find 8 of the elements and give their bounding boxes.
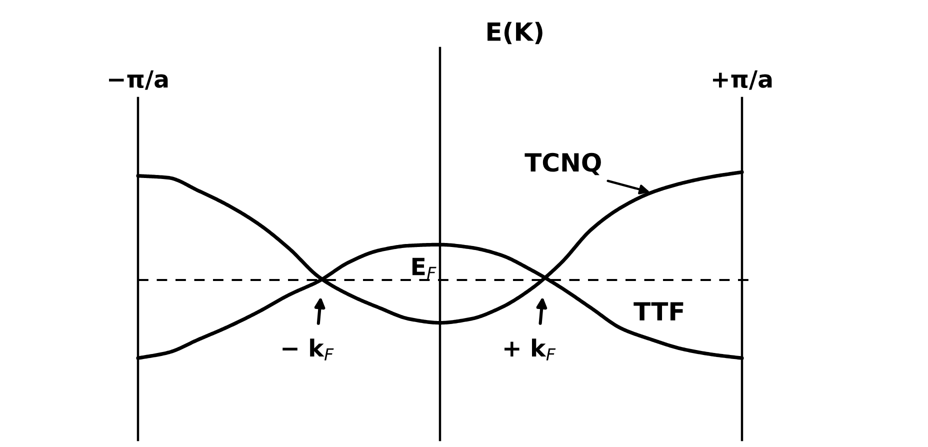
ref-line-label: E$_{F}$: [412, 258, 436, 279]
x-tick-label: −π/a: [108, 70, 168, 90]
series-label: TCNQ: [524, 152, 601, 176]
annotation: + k$_{F}$: [504, 338, 556, 360]
x-tick-label: +π/a: [712, 70, 772, 90]
y-axis-title: E(K): [488, 22, 542, 44]
annotation: − k$_{F}$: [282, 338, 334, 360]
series-label: TTF: [634, 302, 684, 320]
